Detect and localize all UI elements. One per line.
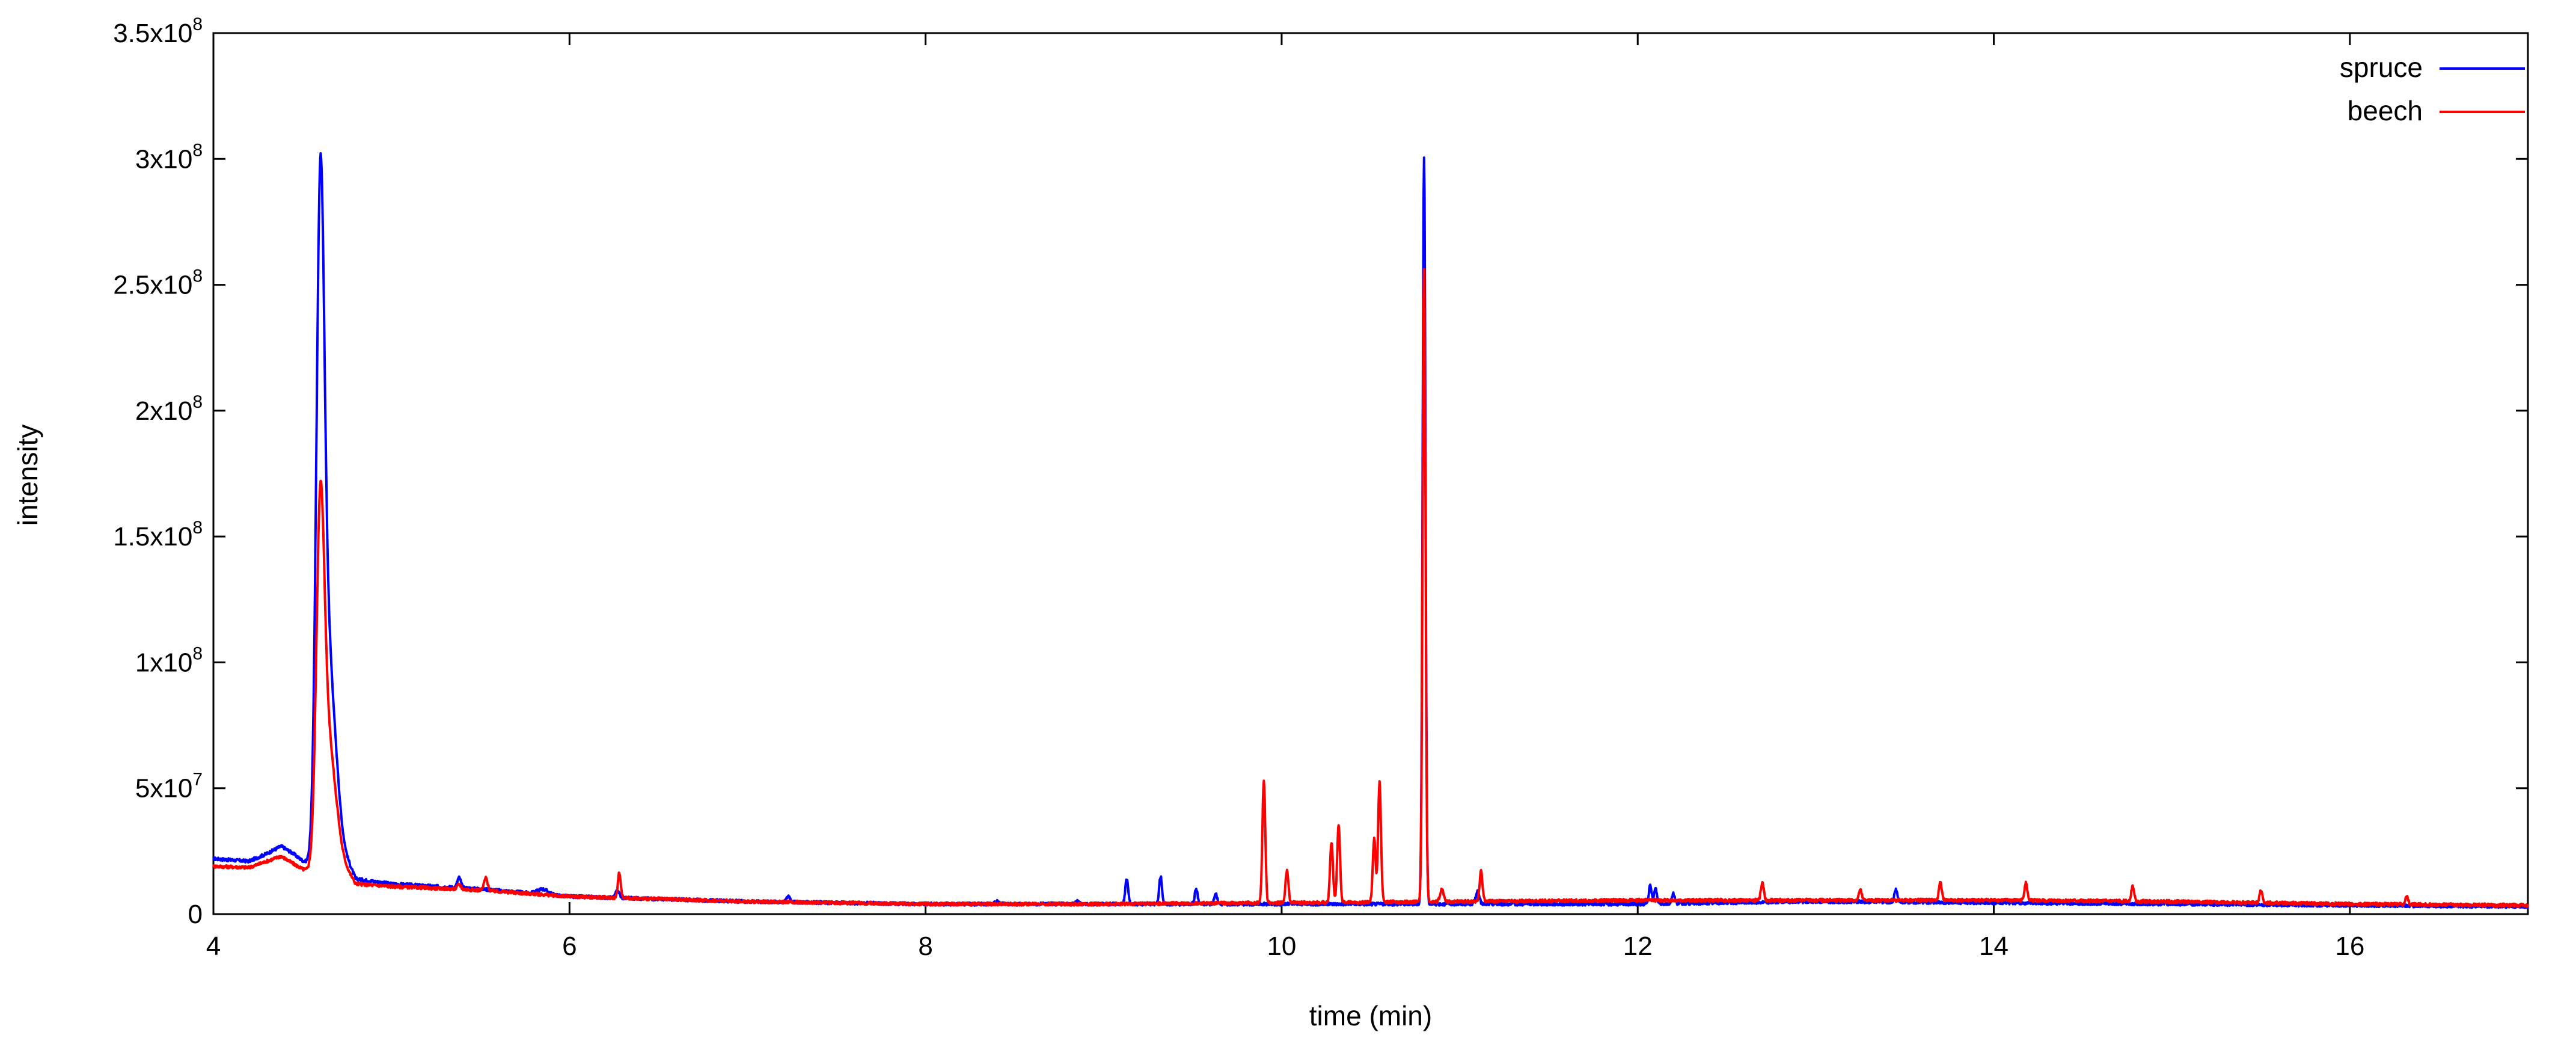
y-tick-label-mantissa: 3x10 <box>135 144 192 174</box>
x-tick-label: 8 <box>918 932 932 961</box>
y-tick-label-exponent: 7 <box>192 770 203 790</box>
y-axis-ticks: 05x1071x1081.5x1082x1082.5x1083x1083.5x1… <box>113 14 2528 929</box>
plot-frame <box>212 32 2529 915</box>
y-tick-label-mantissa: 2.5x10 <box>113 271 192 300</box>
y-tick-label-exponent: 8 <box>192 392 203 412</box>
y-tick-label-mantissa: 1.5x10 <box>113 522 192 551</box>
y-tick-label: 1x108 <box>135 643 203 677</box>
legend-label: beech <box>2348 95 2423 126</box>
y-tick-label-exponent: 8 <box>192 518 203 538</box>
x-tick-label: 6 <box>562 932 577 961</box>
y-tick-label: 1.5x108 <box>113 518 203 551</box>
x-tick-label: 4 <box>206 932 221 961</box>
y-tick-label: 5x107 <box>135 770 203 803</box>
x-axis-title: time (min) <box>1309 1000 1432 1031</box>
y-tick-label-exponent: 8 <box>192 266 203 286</box>
y-tick-label-mantissa: 5x10 <box>135 774 192 803</box>
series-layer <box>212 152 2529 909</box>
y-tick-label-mantissa: 1x10 <box>135 648 192 677</box>
x-tick-label: 10 <box>1267 932 1296 961</box>
y-tick-label-mantissa: 0 <box>188 900 203 929</box>
x-axis-ticks: 4 6 8 10 12 14 16 <box>206 33 2364 961</box>
y-tick-label-exponent: 8 <box>192 643 203 663</box>
y-tick-label-mantissa: 2x10 <box>135 396 192 426</box>
series-line-spruce <box>212 152 2529 909</box>
x-tick-label: 14 <box>1979 932 2008 961</box>
y-axis-title: intensity <box>12 425 43 526</box>
y-tick-label-exponent: 8 <box>192 140 203 160</box>
y-tick-label: 2.5x108 <box>113 266 203 300</box>
y-tick-label-mantissa: 3.5x10 <box>113 19 192 48</box>
y-tick-label: 0 <box>188 900 203 929</box>
y-tick-label: 3x108 <box>135 140 203 174</box>
series-line-beech <box>212 268 2529 908</box>
legend-label: spruce <box>2340 52 2423 83</box>
x-tick-label: 16 <box>2335 932 2364 961</box>
x-tick-label: 12 <box>1623 932 1653 961</box>
y-tick-label: 2x108 <box>135 392 203 426</box>
legend: spruce beech <box>2340 52 2525 126</box>
y-tick-label: 3.5x108 <box>113 14 203 48</box>
y-tick-label-exponent: 8 <box>192 14 203 34</box>
